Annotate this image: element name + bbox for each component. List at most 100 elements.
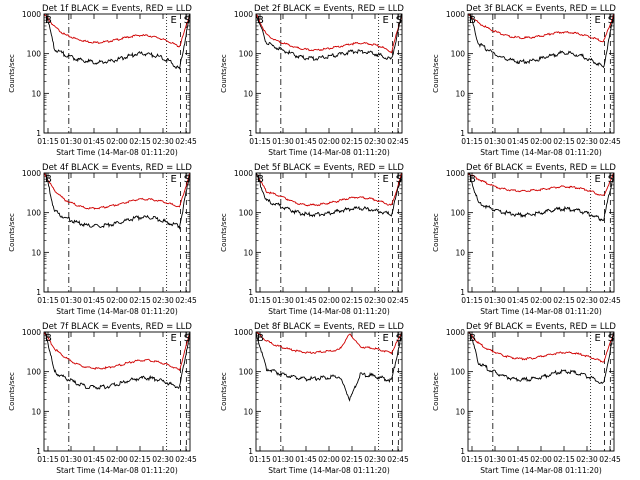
x-tick-label: 01:15: [461, 455, 483, 464]
y-axis-label: Counts/sec: [8, 54, 16, 93]
plot-frame: [467, 172, 615, 293]
x-tick-label: 02:30: [364, 455, 386, 464]
series-line-events: [45, 332, 190, 390]
x-tick-label: 01:15: [37, 137, 59, 146]
x-axis-label: Start Time (14-Mar-08 01:11:20): [480, 307, 602, 316]
x-axis-label: Start Time (14-Mar-08 01:11:20): [56, 148, 178, 157]
x-tick-label: 01:45: [295, 296, 317, 305]
x-tick-label: 02:15: [553, 137, 575, 146]
x-axis-label: Start Time (14-Mar-08 01:11:20): [480, 466, 602, 475]
series-line-lld: [44, 332, 190, 372]
marker-label: B: [469, 333, 476, 344]
y-tick-label: 100: [451, 209, 466, 218]
x-tick-label: 02:15: [341, 296, 363, 305]
x-tick-label: 02:30: [576, 137, 598, 146]
series-line-lld: [256, 332, 402, 355]
x-tick-label: 02:30: [364, 296, 386, 305]
x-tick-label: 02:45: [175, 137, 197, 146]
chart-title: Det 5f BLACK = Events, RED = LLD: [254, 163, 404, 173]
y-tick-label: 1: [460, 288, 465, 297]
x-tick-label: 01:15: [249, 137, 271, 146]
x-tick-label: 02:45: [599, 296, 621, 305]
x-tick-label: 01:15: [249, 296, 271, 305]
y-axis-label: Counts/sec: [8, 372, 16, 411]
marker-label: S: [396, 174, 402, 185]
y-axis-label: Counts/sec: [220, 213, 228, 252]
x-tick-label: 02:30: [364, 137, 386, 146]
x-tick-label: 02:30: [576, 296, 598, 305]
x-tick-label: 02:30: [152, 137, 174, 146]
chart-title: Det 4f BLACK = Events, RED = LLD: [42, 163, 192, 173]
x-tick-label: 01:45: [507, 455, 529, 464]
x-tick-label: 01:15: [461, 137, 483, 146]
y-tick-label: 100: [27, 50, 42, 59]
y-axis-label: Counts/sec: [220, 54, 228, 93]
marker-label: S: [608, 333, 614, 344]
chart-title: Det 1f BLACK = Events, RED = LLD: [42, 4, 192, 14]
x-tick-label: 01:45: [295, 137, 317, 146]
y-tick-label: 1000: [446, 10, 465, 19]
x-tick-label: 01:30: [484, 296, 506, 305]
y-tick-label: 1000: [22, 328, 41, 337]
x-tick-label: 02:45: [175, 296, 197, 305]
marker-label: S: [184, 333, 190, 344]
marker-label: B: [469, 15, 476, 26]
x-tick-label: 02:30: [152, 455, 174, 464]
chart-panel-1: Det 1f BLACK = Events, RED = LLD Counts/s…: [8, 4, 197, 157]
y-tick-label: 100: [239, 368, 254, 377]
series-line-lld: [44, 173, 190, 210]
x-tick-label: 02:45: [599, 137, 621, 146]
y-tick-label: 1000: [22, 10, 41, 19]
x-tick-label: 02:00: [318, 137, 340, 146]
marker-label: S: [608, 174, 614, 185]
y-tick-label: 100: [239, 50, 254, 59]
y-tick-label: 10: [31, 407, 41, 416]
marker-label: S: [184, 15, 190, 26]
y-axis-label: Counts/sec: [220, 372, 228, 411]
marker-label: S: [396, 15, 402, 26]
marker-label: E: [595, 15, 601, 26]
y-tick-label: 1: [248, 288, 253, 297]
marker-label: S: [184, 174, 190, 185]
chart-title: Det 6f BLACK = Events, RED = LLD: [466, 163, 616, 173]
series-line-events: [256, 173, 402, 218]
x-tick-label: 01:15: [461, 296, 483, 305]
plot-frame: [467, 13, 615, 134]
chart-panel-8: Det 8f BLACK = Events, RED = LLD Counts/s…: [220, 322, 409, 475]
x-tick-label: 01:45: [83, 296, 105, 305]
y-tick-label: 10: [31, 89, 41, 98]
y-tick-label: 10: [243, 407, 253, 416]
y-tick-label: 10: [31, 248, 41, 257]
marker-label: B: [45, 15, 52, 26]
series-line-events: [45, 173, 190, 230]
x-tick-label: 02:00: [318, 455, 340, 464]
x-tick-label: 01:30: [484, 455, 506, 464]
chart-panel-9: Det 9f BLACK = Events, RED = LLD Counts/s…: [432, 322, 621, 475]
marker-label: S: [396, 333, 402, 344]
x-tick-label: 02:15: [341, 137, 363, 146]
x-tick-label: 02:00: [530, 137, 552, 146]
x-tick-label: 01:45: [83, 137, 105, 146]
y-tick-label: 10: [455, 248, 465, 257]
x-tick-label: 01:30: [60, 137, 82, 146]
x-tick-label: 01:15: [249, 455, 271, 464]
x-tick-label: 02:15: [129, 296, 151, 305]
marker-label: E: [595, 174, 601, 185]
y-tick-label: 1: [36, 447, 41, 456]
y-tick-label: 1: [248, 129, 253, 138]
y-tick-label: 1: [248, 447, 253, 456]
series-line-lld: [468, 14, 614, 43]
y-tick-label: 1: [460, 129, 465, 138]
marker-label: E: [171, 15, 177, 26]
chart-title: Det 8f BLACK = Events, RED = LLD: [254, 322, 404, 332]
chart-title: Det 3f BLACK = Events, RED = LLD: [466, 4, 616, 14]
y-tick-label: 1: [36, 288, 41, 297]
x-tick-label: 02:45: [387, 455, 409, 464]
series-line-events: [469, 14, 614, 69]
chart-panel-4: Det 4f BLACK = Events, RED = LLD Counts/s…: [8, 163, 197, 316]
marker-label: B: [257, 333, 264, 344]
marker-label: B: [257, 15, 264, 26]
plot-frame: [467, 331, 615, 452]
plot-frame: [255, 13, 403, 134]
